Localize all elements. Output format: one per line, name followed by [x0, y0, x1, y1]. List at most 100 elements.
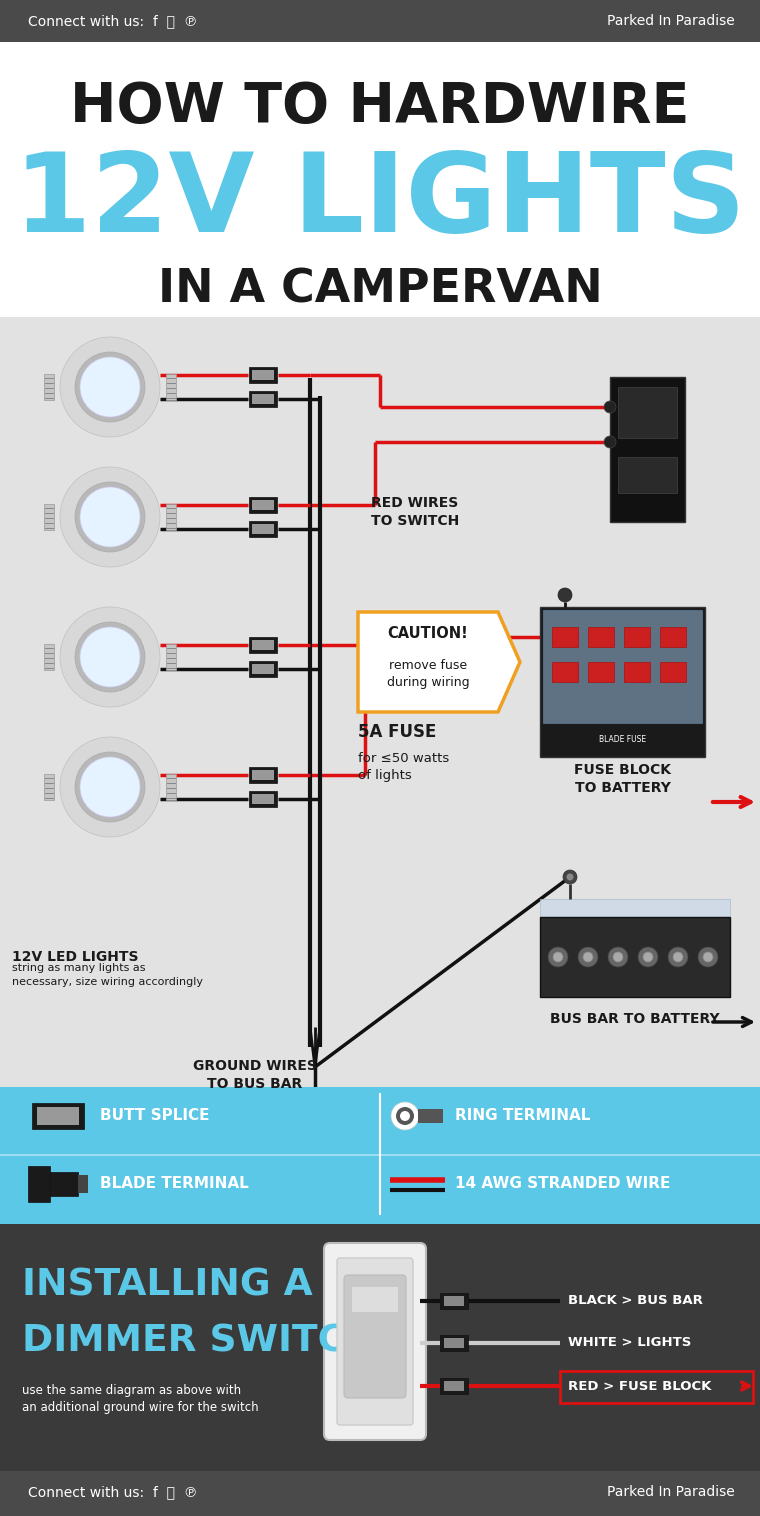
Bar	[0, 42, 760, 317]
Bar	[444, 1296, 464, 1305]
Bar	[252, 500, 274, 509]
Circle shape	[400, 1111, 410, 1120]
Circle shape	[563, 870, 577, 884]
Circle shape	[60, 337, 160, 437]
Circle shape	[391, 1102, 419, 1129]
Bar	[166, 503, 176, 531]
FancyBboxPatch shape	[344, 1275, 406, 1398]
Text: RED > FUSE BLOCK: RED > FUSE BLOCK	[568, 1380, 711, 1393]
Bar	[37, 1107, 79, 1125]
Text: WHITE > LIGHTS: WHITE > LIGHTS	[568, 1337, 692, 1349]
Text: IN A CAMPERVAN: IN A CAMPERVAN	[157, 267, 603, 312]
Bar	[249, 391, 277, 406]
Text: FUSE BLOCK
TO BATTERY: FUSE BLOCK TO BATTERY	[574, 763, 671, 796]
Circle shape	[60, 467, 160, 567]
Bar	[0, 1154, 760, 1157]
Circle shape	[548, 948, 568, 967]
Bar	[610, 377, 685, 522]
Text: use the same diagram as above with
an additional ground wire for the switch: use the same diagram as above with an ad…	[22, 1384, 258, 1414]
Bar	[540, 899, 730, 922]
Circle shape	[608, 948, 628, 967]
Bar	[249, 637, 277, 653]
Text: CAUTION!: CAUTION!	[388, 626, 468, 641]
Bar	[249, 522, 277, 537]
Bar	[440, 1378, 468, 1395]
Bar	[352, 1287, 398, 1311]
Bar	[32, 1104, 84, 1129]
FancyBboxPatch shape	[324, 1243, 426, 1440]
Text: BLADE TERMINAL: BLADE TERMINAL	[100, 1176, 249, 1192]
Circle shape	[80, 628, 140, 687]
Text: remove fuse
during wiring: remove fuse during wiring	[387, 659, 470, 688]
Text: DIMMER SWITCH: DIMMER SWITCH	[22, 1323, 377, 1358]
Bar	[440, 1293, 468, 1308]
Text: 5A FUSE: 5A FUSE	[358, 723, 436, 741]
Bar	[78, 1175, 88, 1193]
Circle shape	[80, 487, 140, 547]
Bar	[0, 1087, 760, 1220]
Bar	[44, 374, 54, 400]
Circle shape	[396, 1107, 414, 1125]
Circle shape	[673, 952, 683, 963]
Bar	[444, 1339, 464, 1348]
Bar	[444, 1381, 464, 1392]
Circle shape	[643, 952, 653, 963]
Text: Parked In Paradise: Parked In Paradise	[607, 1486, 735, 1499]
Bar	[618, 456, 677, 493]
Text: Connect with us:  f  Ⓘ  ℗: Connect with us: f Ⓘ ℗	[28, 14, 198, 27]
Text: 14 AWG STRANDED WIRE: 14 AWG STRANDED WIRE	[455, 1176, 670, 1192]
Circle shape	[75, 352, 145, 421]
Bar	[166, 644, 176, 670]
Bar	[0, 1220, 760, 1223]
Bar	[0, 1471, 760, 1516]
Bar	[618, 387, 677, 438]
Circle shape	[578, 948, 598, 967]
Bar	[660, 662, 686, 682]
Bar	[418, 1110, 443, 1123]
Bar	[552, 662, 578, 682]
Bar	[660, 628, 686, 647]
Circle shape	[60, 606, 160, 706]
Bar	[249, 497, 277, 512]
Bar	[28, 1166, 50, 1202]
Text: RED WIRES
TO SWITCH: RED WIRES TO SWITCH	[371, 496, 459, 528]
Bar	[588, 628, 614, 647]
Bar	[543, 609, 702, 723]
Bar	[0, 0, 760, 42]
Bar	[540, 606, 705, 756]
Circle shape	[75, 752, 145, 822]
Bar	[560, 1370, 753, 1402]
Circle shape	[566, 873, 574, 881]
Bar	[44, 503, 54, 531]
Bar	[249, 661, 277, 678]
Text: Connect with us:  f  Ⓘ  ℗: Connect with us: f Ⓘ ℗	[28, 1486, 198, 1499]
Circle shape	[553, 952, 563, 963]
Bar	[166, 775, 176, 800]
Bar	[252, 794, 274, 803]
Bar	[249, 791, 277, 807]
Bar	[252, 370, 274, 381]
Bar	[44, 644, 54, 670]
Text: BUTT SPLICE: BUTT SPLICE	[100, 1108, 210, 1123]
Text: string as many lights as
necessary, size wiring accordingly: string as many lights as necessary, size…	[12, 963, 203, 987]
Bar	[588, 662, 614, 682]
Circle shape	[75, 482, 145, 552]
Text: for ≤50 watts
of lights: for ≤50 watts of lights	[358, 752, 449, 782]
Text: INSTALLING A: INSTALLING A	[22, 1267, 312, 1304]
Bar	[624, 628, 650, 647]
Text: RING TERMINAL: RING TERMINAL	[455, 1108, 591, 1123]
Circle shape	[60, 737, 160, 837]
Text: 12V LIGHTS: 12V LIGHTS	[14, 149, 746, 256]
Circle shape	[583, 952, 593, 963]
Bar	[624, 662, 650, 682]
Circle shape	[80, 356, 140, 417]
Bar	[440, 1336, 468, 1351]
Bar	[249, 767, 277, 782]
FancyBboxPatch shape	[337, 1258, 413, 1425]
Circle shape	[638, 948, 658, 967]
Bar	[252, 640, 274, 650]
Bar	[44, 775, 54, 800]
Circle shape	[80, 756, 140, 817]
Circle shape	[703, 952, 713, 963]
Polygon shape	[358, 612, 520, 713]
